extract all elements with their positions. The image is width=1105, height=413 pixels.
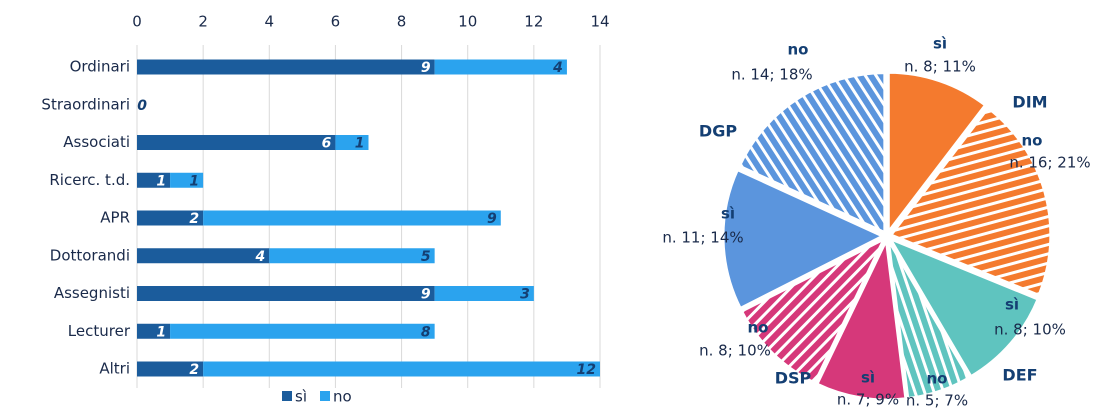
bar: [137, 286, 435, 301]
slice-value: n. 5; 7%: [906, 392, 968, 410]
group-label: DGP: [699, 122, 737, 141]
pie-slice: [886, 70, 988, 237]
pie-slice: [739, 235, 888, 386]
slice-value: n. 8; 10%: [699, 342, 771, 360]
bar: [434, 59, 567, 75]
slice-value: n. 14; 18%: [731, 66, 812, 84]
bar: [170, 323, 435, 339]
pie-slice: [721, 167, 887, 311]
y-tick-label: Straordinari: [41, 95, 130, 113]
value-label: 8: [421, 324, 431, 340]
y-tick-label: Dottorandi: [50, 246, 130, 264]
slice-value: n. 7; 9%: [837, 391, 899, 409]
value-label: 1: [156, 324, 166, 340]
x-tick-label: 6: [331, 13, 341, 31]
x-tick-label: 2: [198, 13, 208, 31]
value-label: 6: [322, 136, 332, 152]
y-tick-label: Assegnisti: [54, 284, 130, 302]
value-label: 9: [487, 211, 497, 227]
value-label: 12: [577, 362, 596, 378]
slice-name: sì: [1005, 296, 1019, 314]
value-label: 4: [552, 60, 563, 76]
slice-name: sì: [861, 369, 875, 387]
value-label: 2: [189, 362, 199, 378]
x-tick-label: 8: [397, 13, 407, 31]
y-tick-label: APR: [100, 209, 130, 227]
slice-name: no: [788, 41, 809, 59]
bar: [137, 248, 270, 264]
value-label: 9: [421, 287, 431, 303]
value-label: 1: [355, 136, 365, 152]
group-label: DSP: [775, 369, 812, 388]
value-label: 3: [520, 287, 530, 303]
bar: [203, 210, 501, 226]
pie-slice: [888, 105, 1053, 298]
pie-slice: [814, 234, 908, 402]
slice-name: no: [1022, 132, 1043, 150]
bar: [434, 286, 534, 301]
slice-name: sì: [721, 205, 735, 223]
x-tick-label: 10: [458, 13, 477, 31]
bar: [137, 135, 336, 150]
bar: [170, 172, 204, 188]
bar: [137, 172, 171, 188]
slice-name: no: [748, 319, 769, 337]
y-tick-label: Lecturer: [68, 322, 131, 340]
x-tick-label: 4: [265, 13, 275, 31]
bar: [335, 135, 369, 150]
value-label: 1: [156, 173, 166, 189]
legend-label: sì: [295, 388, 307, 406]
legend-label: no: [333, 388, 352, 406]
slice-value: n. 8; 10%: [994, 321, 1066, 339]
bar: [269, 248, 435, 264]
y-tick-label: Ordinari: [70, 58, 130, 76]
value-label: 4: [255, 249, 266, 265]
value-label: 9: [421, 60, 431, 76]
pie-slice: [737, 71, 887, 235]
value-label: 2: [189, 211, 199, 227]
bar: [137, 361, 204, 377]
pie-slice: [886, 235, 1041, 379]
slice-value: n. 8; 11%: [904, 58, 976, 76]
legend-swatch: [320, 391, 330, 401]
group-label: DIM: [1012, 93, 1047, 112]
y-tick-label: Altri: [99, 360, 130, 378]
value-label: 0: [137, 98, 147, 114]
pie-slice: [886, 239, 972, 401]
bar: [137, 210, 204, 226]
slice-value: n. 11; 14%: [662, 229, 743, 247]
slice-name: sì: [933, 35, 947, 53]
value-label: 1: [189, 173, 199, 189]
slice-name: no: [927, 370, 948, 388]
slice-value: n. 16; 21%: [1009, 154, 1090, 172]
group-label: DEF: [1002, 366, 1037, 385]
bar: [137, 59, 435, 75]
bar: [137, 323, 171, 339]
y-tick-label: Associati: [63, 133, 130, 151]
x-tick-label: 12: [524, 13, 543, 31]
bar: [203, 361, 600, 377]
value-label: 5: [421, 249, 431, 265]
x-tick-label: 0: [132, 13, 142, 31]
legend-swatch: [282, 391, 292, 401]
x-tick-label: 14: [590, 13, 609, 31]
y-tick-label: Ricerc. t.d.: [49, 171, 130, 189]
